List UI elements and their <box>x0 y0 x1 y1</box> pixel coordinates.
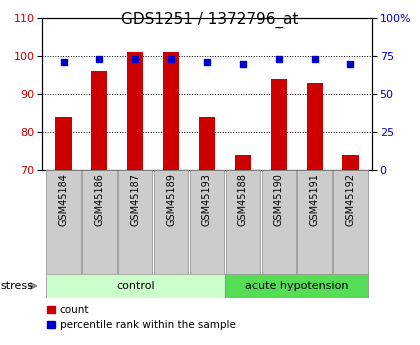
Text: GSM45191: GSM45191 <box>310 173 320 226</box>
Bar <box>307 82 323 170</box>
Bar <box>226 170 260 274</box>
Point <box>204 59 210 65</box>
Text: acute hypotension: acute hypotension <box>245 281 349 291</box>
Point <box>347 61 354 66</box>
Bar <box>154 170 188 274</box>
Text: stress: stress <box>1 281 34 291</box>
Bar <box>127 52 143 170</box>
Text: GSM45189: GSM45189 <box>166 173 176 226</box>
Bar <box>270 79 287 170</box>
Bar <box>235 155 251 170</box>
Point <box>60 59 67 65</box>
Point <box>96 56 103 62</box>
Bar <box>46 170 81 274</box>
Legend: count, percentile rank within the sample: count, percentile rank within the sample <box>47 305 236 331</box>
Text: GSM45187: GSM45187 <box>130 173 140 226</box>
Text: control: control <box>116 281 155 291</box>
Bar <box>225 274 368 298</box>
Text: GSM45186: GSM45186 <box>94 173 105 226</box>
Bar <box>333 170 368 274</box>
Point <box>239 61 246 66</box>
Bar <box>297 170 332 274</box>
Text: GSM45190: GSM45190 <box>274 173 284 226</box>
Point <box>311 56 318 62</box>
Bar <box>199 117 215 170</box>
Bar <box>46 274 225 298</box>
Bar <box>163 52 179 170</box>
Point <box>168 56 174 62</box>
Text: GSM45184: GSM45184 <box>58 173 68 226</box>
Bar <box>118 170 152 274</box>
Bar <box>262 170 296 274</box>
Text: GSM45193: GSM45193 <box>202 173 212 226</box>
Text: GSM45192: GSM45192 <box>346 173 355 226</box>
Point <box>132 56 139 62</box>
Text: GDS1251 / 1372796_at: GDS1251 / 1372796_at <box>121 12 299 28</box>
Point <box>276 56 282 62</box>
Bar <box>91 71 108 170</box>
Bar <box>342 155 359 170</box>
Bar <box>190 170 224 274</box>
Bar <box>55 117 71 170</box>
Text: GSM45188: GSM45188 <box>238 173 248 226</box>
Bar <box>82 170 117 274</box>
